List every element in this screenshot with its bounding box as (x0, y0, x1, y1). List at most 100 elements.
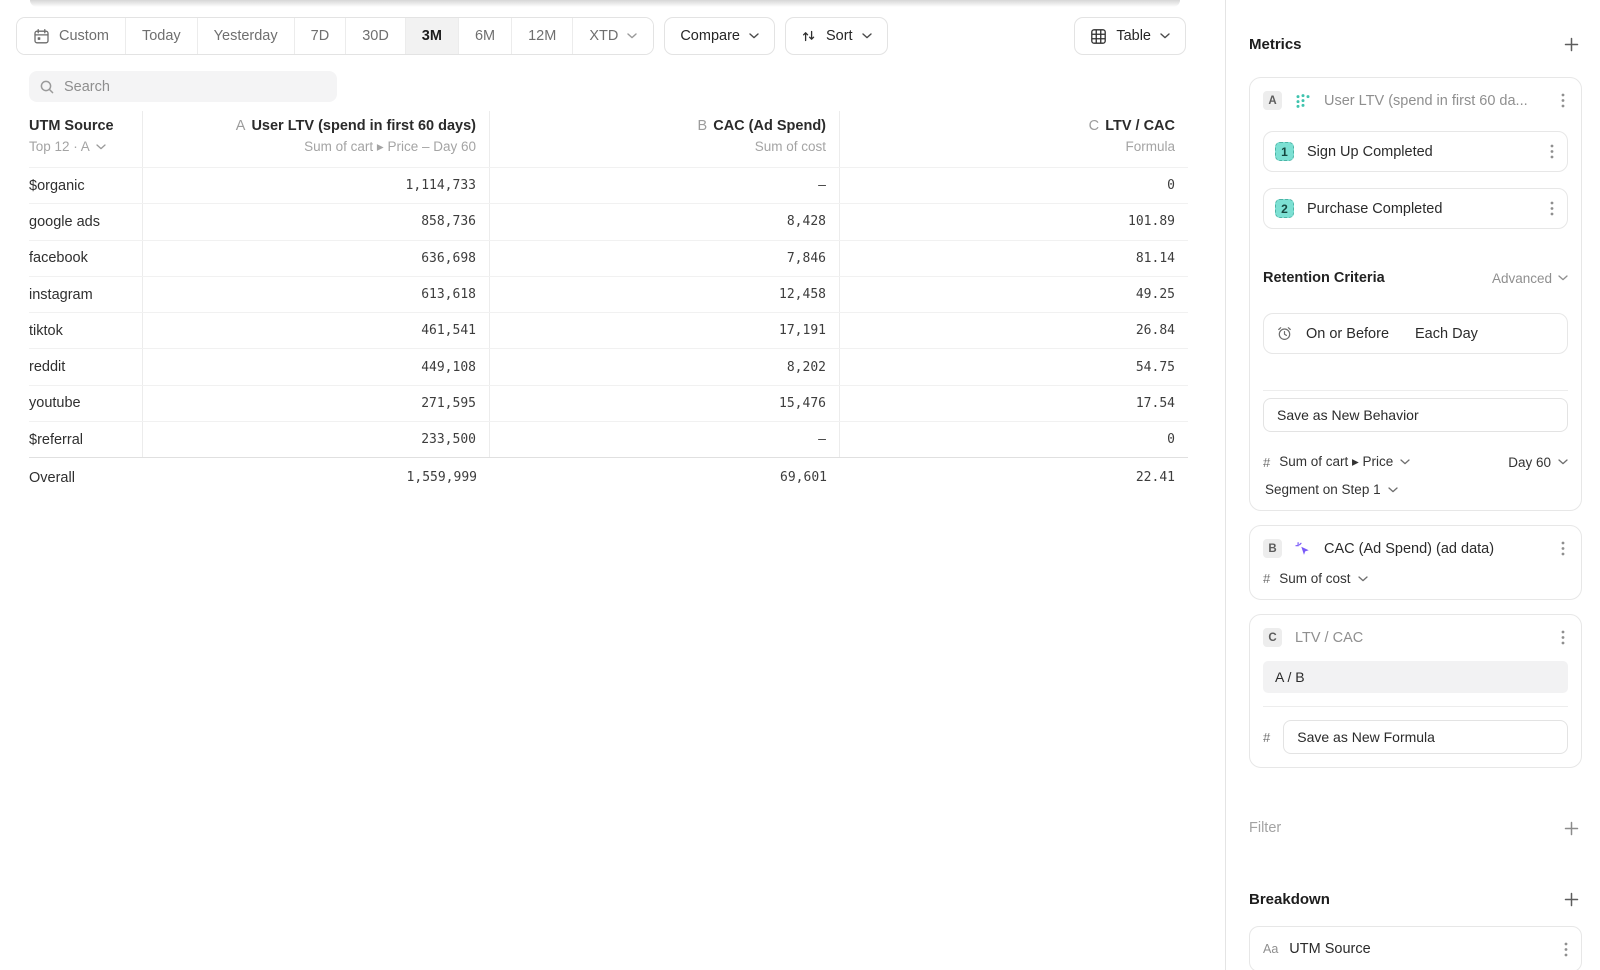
table-row: $organic 1,114,733 – 0 (29, 167, 1188, 204)
add-filter-button[interactable] (1560, 817, 1582, 839)
toolbar-left-group: Custom Today Yesterday 7D 30D 3M 6M 12M … (16, 17, 888, 55)
column-header-b[interactable]: B CAC (Ad Spend) Sum of cost (490, 111, 840, 167)
kebab-icon (1564, 942, 1568, 956)
date-range-custom[interactable]: Custom (17, 18, 126, 54)
behavior-step-1[interactable]: 1 Sign Up Completed (1263, 131, 1568, 172)
column-header-a[interactable]: A User LTV (spend in first 60 days) Sum … (143, 111, 490, 167)
aggregation-dropdown[interactable]: Sum of cart ▸ Price (1279, 454, 1410, 470)
overall-value: 22.41 (1135, 470, 1175, 486)
row-label[interactable]: facebook (29, 240, 143, 276)
sort-button[interactable]: Sort (784, 17, 888, 55)
overall-value: 69,601 (780, 470, 827, 486)
step-1-menu-button[interactable] (1547, 142, 1557, 161)
date-range-3m-selected[interactable]: 3M (405, 18, 459, 54)
aggregation-dropdown[interactable]: Sum of cost (1279, 571, 1368, 586)
card-divider (1263, 706, 1568, 707)
row-label[interactable]: $organic (29, 168, 143, 204)
filter-title: Filter (1249, 820, 1282, 836)
metric-a-title[interactable]: User LTV (spend in first 60 da... (1324, 92, 1528, 109)
column-header-utm-source[interactable]: UTM Source Top 12 · A (29, 111, 143, 167)
date-range-6m[interactable]: 6M (458, 18, 513, 54)
add-metric-button[interactable] (1560, 33, 1582, 55)
behavior-dots-icon (1295, 93, 1311, 109)
segment-dropdown[interactable]: Segment on Step 1 (1265, 482, 1398, 497)
cell-value: 613,618 (143, 276, 490, 313)
plus-icon (1564, 37, 1578, 51)
row-label[interactable]: instagram (29, 276, 143, 313)
alarm-clock-icon (1276, 325, 1293, 342)
row-label[interactable]: youtube (29, 385, 143, 422)
table-view-button[interactable]: Table (1074, 17, 1186, 55)
column-header-c[interactable]: C LTV / CAC Formula (1088, 118, 1175, 154)
formula-input[interactable]: A / B (1263, 661, 1568, 693)
sort-arrows-icon (801, 28, 817, 44)
chevron-down-icon (1160, 33, 1170, 39)
retention-condition: On or Before (1306, 325, 1390, 342)
date-range-yesterday[interactable]: Yesterday (197, 18, 295, 54)
row-label[interactable]: google ads (29, 204, 143, 240)
retention-period: Each Day (1415, 325, 1478, 342)
aggregation-row: # Sum of cost (1263, 571, 1568, 586)
metric-b-menu-button[interactable] (1558, 539, 1568, 558)
date-range-xtd[interactable]: XTD (573, 18, 654, 54)
cell-value: 636,698 (143, 240, 490, 276)
kebab-icon (1550, 201, 1554, 216)
metric-letter-badge: B (1263, 539, 1282, 558)
text-type-icon: Aa (1263, 942, 1279, 956)
date-range-7d[interactable]: 7D (294, 18, 347, 54)
grid-icon (1090, 28, 1107, 45)
step-2-menu-button[interactable] (1547, 199, 1557, 218)
breakdown-menu-button[interactable] (1561, 940, 1571, 959)
formula-save-row: # Save as New Formula (1263, 720, 1568, 754)
date-range-today[interactable]: Today (125, 18, 198, 54)
row-label[interactable]: $referral (29, 422, 143, 458)
overall-value: 1,559,999 (406, 470, 477, 486)
row-limit-dropdown[interactable]: Top 12 · A (29, 139, 90, 154)
metrics-sidebar: Metrics A User LTV (spend in first 60 da… (1225, 0, 1600, 970)
cell-value: – (490, 422, 840, 458)
date-range-12m[interactable]: 12M (512, 18, 574, 54)
metric-c-title[interactable]: LTV / CAC (1295, 629, 1364, 646)
table-row: reddit 449,108 8,202 54.75 (29, 348, 1188, 385)
metric-a-menu-button[interactable] (1558, 91, 1568, 110)
date-range-label: Custom (59, 28, 109, 44)
chevron-down-icon (749, 33, 759, 39)
metric-c-header: C LTV / CAC (1263, 628, 1568, 647)
add-breakdown-button[interactable] (1560, 888, 1582, 910)
behavior-step-2[interactable]: 2 Purchase Completed (1263, 188, 1568, 229)
cell-value: 12,458 (490, 276, 840, 313)
metric-c-menu-button[interactable] (1558, 628, 1568, 647)
aggregation-row: # Sum of cart ▸ Price Day 60 (1263, 454, 1568, 470)
segment-row: Segment on Step 1 (1263, 482, 1568, 497)
number-type-icon: # (1263, 571, 1271, 586)
main-panel: Custom Today Yesterday 7D 30D 3M 6M 12M … (16, 0, 1188, 486)
window-dropdown[interactable]: Day 60 (1508, 455, 1568, 470)
save-as-new-behavior-button[interactable]: Save as New Behavior (1263, 398, 1568, 432)
retention-condition-control[interactable]: On or Before Each Day (1263, 313, 1568, 354)
table-row: youtube 271,595 15,476 17.54 (29, 384, 1188, 422)
row-label[interactable]: tiktok (29, 313, 143, 349)
metric-b-title[interactable]: CAC (Ad Spend) (ad data) (1324, 540, 1495, 557)
step-label: Sign Up Completed (1307, 143, 1433, 160)
cell-value: 49.25 (1135, 287, 1175, 303)
cell-value: 449,108 (143, 349, 490, 385)
filter-section-header: Filter (1249, 817, 1582, 839)
compare-button[interactable]: Compare (664, 17, 775, 55)
cell-value: 0 (1167, 178, 1175, 194)
cell-value: 54.75 (1135, 359, 1175, 375)
row-label[interactable]: reddit (29, 349, 143, 385)
advanced-dropdown[interactable]: Advanced (1492, 271, 1568, 286)
cell-value: – (490, 168, 840, 204)
cell-value: 233,500 (143, 422, 490, 458)
chevron-down-icon (1558, 459, 1568, 465)
search-input[interactable] (64, 78, 327, 95)
toolbar: Custom Today Yesterday 7D 30D 3M 6M 12M … (16, 17, 1186, 55)
overall-label: Overall (29, 469, 75, 486)
breakdown-item-utm-source[interactable]: Aa UTM Source (1249, 926, 1582, 970)
number-type-icon: # (1263, 729, 1271, 745)
date-range-30d[interactable]: 30D (346, 18, 406, 54)
save-as-new-formula-button[interactable]: Save as New Formula (1283, 720, 1568, 754)
step-number-badge: 1 (1275, 142, 1294, 161)
retention-criteria-header: Retention Criteria Advanced (1263, 270, 1568, 286)
